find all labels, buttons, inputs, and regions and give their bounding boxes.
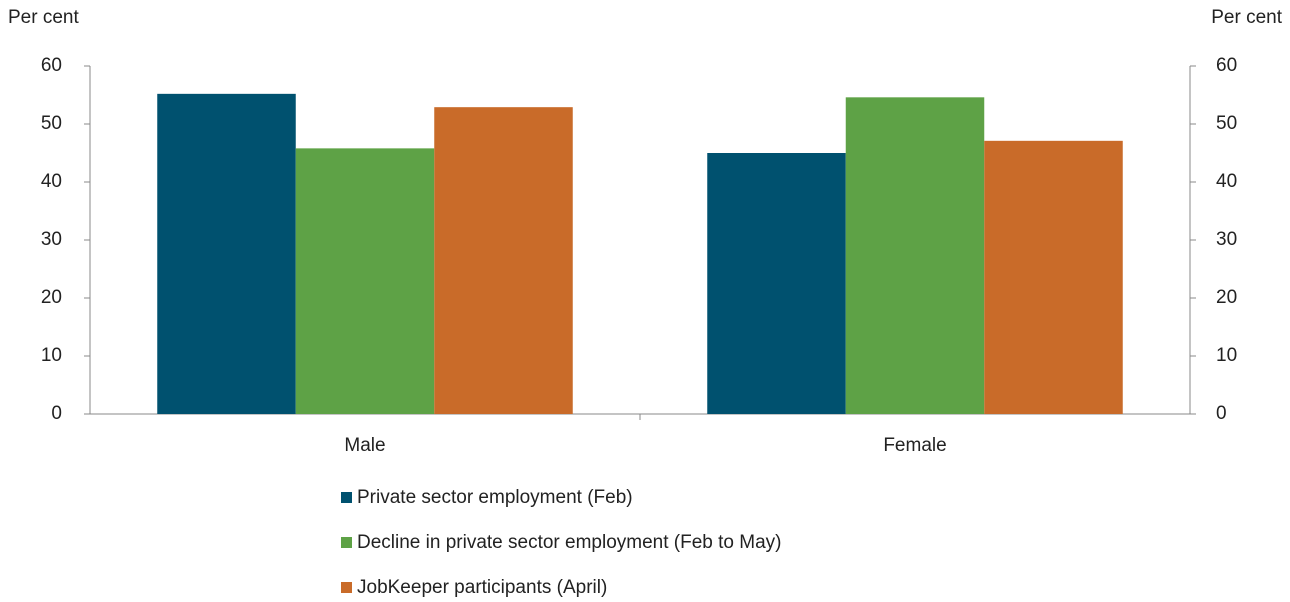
y-tick-label: 0 <box>51 403 62 424</box>
y2-axis-label: Per cent <box>1211 7 1282 28</box>
legend-label: JobKeeper participants (April) <box>357 577 607 598</box>
y2-tick-label: 30 <box>1216 229 1237 250</box>
legend-swatch <box>341 492 352 503</box>
bar <box>845 97 985 414</box>
x-tick-label: Female <box>883 435 946 456</box>
bar <box>295 148 435 415</box>
y-axis-label: Per cent <box>8 7 79 28</box>
y-tick-label: 60 <box>41 55 62 76</box>
y-tick-label: 50 <box>41 113 62 134</box>
y2-tick-label: 10 <box>1216 345 1237 366</box>
y2-tick-label: 50 <box>1216 113 1237 134</box>
legend-label: Decline in private sector employment (Fe… <box>357 532 782 553</box>
y-tick-label: 10 <box>41 345 62 366</box>
y2-tick-label: 60 <box>1216 55 1237 76</box>
bar <box>984 140 1123 414</box>
y-tick-label: 20 <box>41 287 62 308</box>
y2-tick-label: 40 <box>1216 171 1237 192</box>
x-tick-label: Male <box>344 435 385 456</box>
legend-label: Private sector employment (Feb) <box>357 487 633 508</box>
y2-tick-label: 20 <box>1216 287 1237 308</box>
bar <box>157 93 296 414</box>
y2-tick-label: 0 <box>1216 403 1227 424</box>
bar <box>707 153 846 414</box>
y-tick-label: 40 <box>41 171 62 192</box>
legend-swatch <box>341 582 352 593</box>
legend-swatch <box>341 537 352 548</box>
bar <box>434 107 573 415</box>
y-tick-label: 30 <box>41 229 62 250</box>
